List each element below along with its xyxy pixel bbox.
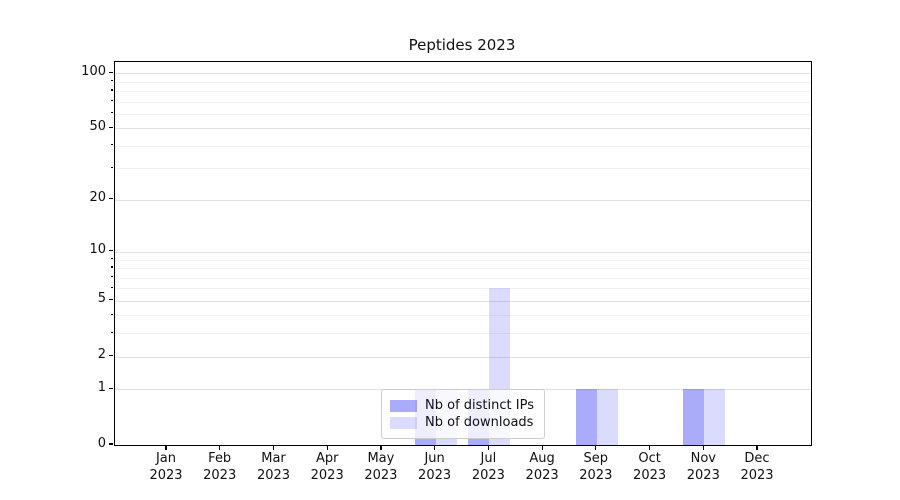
y-tick-label: 5 xyxy=(97,291,106,307)
x-axis-tick xyxy=(648,445,651,450)
y-axis-tick xyxy=(109,387,113,389)
x-tick-label: Oct 2023 xyxy=(633,451,667,483)
gridline-minor xyxy=(115,259,811,261)
x-tick-label: Feb 2023 xyxy=(203,451,237,483)
y-axis-tick xyxy=(109,71,113,73)
y-axis-minor-tick xyxy=(110,80,113,82)
x-axis-tick xyxy=(756,445,758,450)
x-axis-tick xyxy=(702,445,704,450)
y-axis-minor-tick xyxy=(110,89,113,91)
gridline-minor xyxy=(115,90,811,92)
x-tick-label: Apr 2023 xyxy=(310,451,344,483)
bar-downloads xyxy=(704,389,726,445)
downloads-swatch xyxy=(390,416,418,429)
y-axis-tick xyxy=(109,198,113,200)
x-axis-tick xyxy=(326,445,328,450)
y-axis-tick xyxy=(109,354,113,357)
gridline-minor xyxy=(115,333,811,335)
y-tick-label: 0 xyxy=(97,435,106,451)
gridline-minor xyxy=(115,268,811,269)
y-axis-tick xyxy=(109,299,113,301)
gridline-major xyxy=(115,356,811,358)
x-tick-label: Aug 2023 xyxy=(525,451,559,483)
y-tick-label: 2 xyxy=(97,347,106,362)
gridline-minor xyxy=(115,315,811,317)
y-tick-label: 50 xyxy=(89,118,106,134)
x-axis-tick xyxy=(165,445,167,450)
y-axis-tick xyxy=(109,443,113,445)
y-tick-label: 100 xyxy=(81,63,106,79)
x-tick-label: Jul 2023 xyxy=(471,451,505,483)
y-axis-minor-tick xyxy=(110,266,113,268)
y-axis-tick xyxy=(109,126,113,128)
y-tick-label: 20 xyxy=(89,190,106,206)
gridline-major xyxy=(115,300,811,302)
x-axis-tick xyxy=(380,445,382,450)
legend-item-downloads: Nb of downloads xyxy=(390,415,534,430)
plot-area: Nb of distinct IPs Nb of downloads xyxy=(114,61,812,446)
bar-distinct-ips xyxy=(683,389,705,445)
x-tick-label: May 2023 xyxy=(364,451,398,483)
y-tick-label: 1 xyxy=(97,379,106,395)
x-axis-tick xyxy=(487,445,489,450)
x-axis-tick xyxy=(272,445,275,450)
x-axis-tick xyxy=(434,445,436,450)
x-tick-label: Jun 2023 xyxy=(418,451,452,483)
gridline-major xyxy=(115,251,811,253)
gridline-major xyxy=(115,199,811,201)
x-tick-label: Jan 2023 xyxy=(149,451,183,483)
bar-distinct-ips xyxy=(575,389,597,445)
y-axis-minor-tick xyxy=(110,331,113,333)
x-tick-label: Mar 2023 xyxy=(256,451,291,483)
gridline-minor xyxy=(115,168,811,170)
bar-downloads xyxy=(596,389,618,445)
chart-title: Peptides 2023 xyxy=(408,36,516,54)
legend-label-downloads: Nb of downloads xyxy=(425,415,534,430)
y-axis-minor-tick xyxy=(110,275,113,278)
y-axis-minor-tick xyxy=(110,286,113,288)
y-axis-minor-tick xyxy=(110,100,113,102)
gridline-minor xyxy=(115,277,811,279)
x-tick-label: Nov 2023 xyxy=(686,451,720,483)
y-axis-minor-tick xyxy=(110,257,113,260)
x-axis-tick xyxy=(595,445,597,450)
gridline-major xyxy=(115,73,811,75)
y-axis-minor-tick xyxy=(110,144,113,146)
gridline-minor xyxy=(115,113,811,115)
gridline-minor xyxy=(115,81,811,83)
gridline-minor xyxy=(115,101,811,103)
y-axis-tick xyxy=(109,250,113,252)
legend: Nb of distinct IPs Nb of downloads xyxy=(381,389,545,439)
gridline-minor xyxy=(115,288,811,290)
gridline-minor xyxy=(115,145,811,147)
y-axis-minor-tick xyxy=(110,313,113,315)
y-axis-minor-tick xyxy=(110,112,113,114)
x-axis-tick xyxy=(219,445,221,450)
legend-label-distinct-ips: Nb of distinct IPs xyxy=(425,398,534,413)
x-tick-label: Sep 2023 xyxy=(579,451,613,483)
x-axis-tick xyxy=(541,445,543,450)
gridline-major xyxy=(115,128,811,130)
x-tick-label: Dec 2023 xyxy=(740,451,774,483)
y-tick-label: 10 xyxy=(89,242,106,258)
y-axis-minor-tick xyxy=(110,166,113,168)
distinct-ips-swatch xyxy=(390,399,418,412)
legend-item-distinct-ips: Nb of distinct IPs xyxy=(390,398,534,413)
